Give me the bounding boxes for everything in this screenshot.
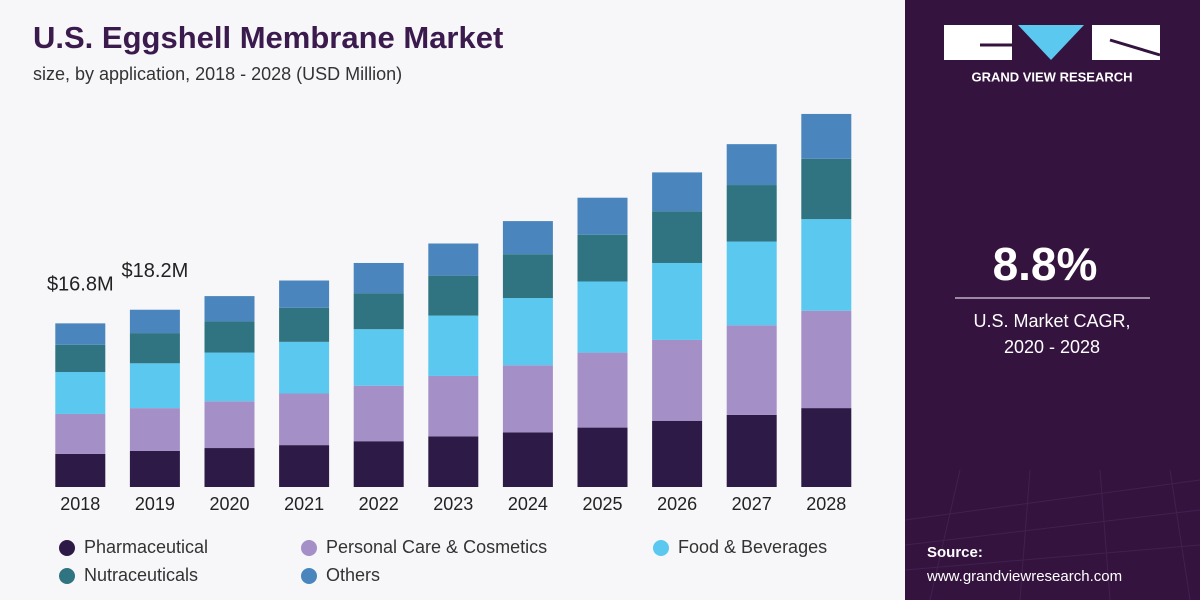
legend-label: Nutraceuticals: [84, 565, 198, 585]
bar-segment: [55, 323, 106, 345]
legend-label: Others: [326, 565, 380, 585]
bar-segment: [577, 281, 628, 353]
bar-segment: [502, 365, 553, 433]
bar-segment: [801, 113, 852, 159]
brand: GRAND VIEW RESEARCH: [971, 69, 1132, 84]
panel-grid: [904, 469, 1200, 600]
bar-segment: [129, 408, 180, 451]
bar-segment: [353, 329, 404, 386]
bar-segment: [55, 372, 106, 414]
bar-segment: [502, 432, 553, 487]
chart-subtitle: size, by application, 2018 - 2028 (USD M…: [33, 64, 402, 84]
bar-segment: [726, 325, 777, 415]
x-tick-label: 2023: [433, 494, 473, 514]
bar-segment: [577, 197, 628, 235]
bar-segment: [129, 450, 180, 487]
x-tick-label: 2020: [209, 494, 249, 514]
bar-segment: [428, 275, 479, 316]
bar-segment: [428, 436, 479, 487]
source-url: www.grandviewresearch.com: [926, 568, 1122, 585]
cagr-caption: 2020 - 2028: [1004, 337, 1100, 357]
bar-segment: [652, 211, 703, 263]
x-tick-label: 2021: [284, 494, 324, 514]
bar-segment: [652, 172, 703, 212]
bar-segment: [353, 385, 404, 442]
bar-segment: [726, 414, 777, 487]
bar-segment: [279, 307, 330, 342]
bar-segment: [801, 408, 852, 487]
bar-segment: [353, 262, 404, 294]
side-panel: [905, 0, 1200, 600]
bar-segment: [652, 339, 703, 421]
legend-label: Food & Beverages: [678, 537, 827, 557]
bar-segment: [577, 427, 628, 487]
bar-segment: [129, 309, 180, 334]
bar-segment: [652, 262, 703, 340]
legend-label: Personal Care & Cosmetics: [326, 537, 547, 557]
bar-segment: [353, 441, 404, 487]
bar-segment: [129, 363, 180, 409]
bar-segment: [204, 296, 255, 322]
x-tick-label: 2018: [60, 494, 100, 514]
bar-segment: [204, 352, 255, 402]
bar-segment: [726, 185, 777, 242]
chart-title: U.S. Eggshell Membrane Market: [33, 20, 503, 55]
bar-segment: [279, 341, 330, 394]
cagr-caption: U.S. Market CAGR,: [973, 311, 1130, 331]
legend-marker: [653, 540, 669, 556]
bar-segment: [353, 293, 404, 330]
total-label: $16.8M: [47, 274, 114, 296]
source-label: Source:: [927, 544, 983, 561]
legend-marker: [59, 540, 75, 556]
total-label: $18.2M: [122, 260, 189, 282]
bar-segment: [428, 243, 479, 276]
legend-label: Pharmaceutical: [84, 537, 208, 557]
x-tick-label: 2028: [806, 494, 846, 514]
legend-marker: [301, 540, 317, 556]
x-tick-label: 2019: [135, 494, 175, 514]
bar-segment: [577, 234, 628, 282]
bar-segment: [652, 420, 703, 487]
x-tick-label: 2026: [657, 494, 697, 514]
bar-segment: [204, 401, 255, 449]
bar-segment: [502, 221, 553, 255]
x-tick-label: 2027: [732, 494, 772, 514]
bar-segment: [204, 321, 255, 353]
legend-marker: [59, 568, 75, 584]
bar-segment: [801, 219, 852, 311]
bar-segment: [577, 352, 628, 428]
bar-segment: [279, 445, 330, 487]
bar-segment: [129, 333, 180, 364]
bar-segment: [55, 344, 106, 373]
bar-segment: [428, 315, 479, 376]
bar-segment: [726, 144, 777, 186]
cagr-value: 8.8%: [993, 238, 1098, 290]
x-tick-label: 2022: [359, 494, 399, 514]
x-tick-label: 2025: [582, 494, 622, 514]
bar-segment: [801, 158, 852, 220]
bar-segment: [726, 241, 777, 326]
bar-segment: [55, 413, 106, 454]
bar-segment: [279, 393, 330, 446]
legend-marker: [301, 568, 317, 584]
bar-segment: [801, 310, 852, 409]
bar-segment: [428, 375, 479, 437]
bar-segment: [279, 280, 330, 308]
bar-segment: [502, 298, 553, 366]
x-tick-label: 2024: [508, 494, 548, 514]
logo: [944, 25, 1161, 60]
bar-segment: [55, 453, 106, 487]
bar-segment: [204, 448, 255, 487]
bar-segment: [502, 254, 553, 299]
